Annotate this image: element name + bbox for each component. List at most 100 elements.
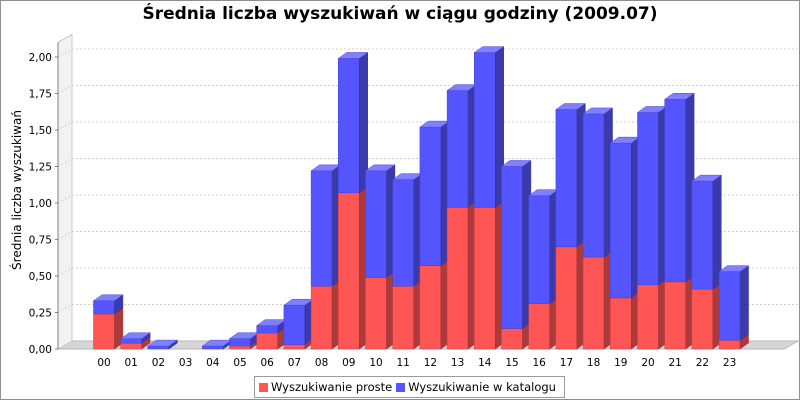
gridline-diag [57, 194, 73, 204]
bar-top [718, 265, 750, 272]
bar-21-katalog [663, 92, 695, 283]
bar-top [147, 339, 179, 347]
bar-top [119, 332, 151, 340]
bar-front [93, 313, 115, 350]
legend-swatch-proste [259, 382, 268, 392]
bar-17-proste [555, 240, 587, 350]
bar-05-katalog [228, 332, 260, 347]
bar-front [474, 52, 496, 208]
chart-title: Średnia liczba wyszukiwań w ciągu godzin… [142, 4, 658, 24]
y-tick-label: 1,00 [29, 198, 52, 210]
legend-label-proste: Wyszukiwanie proste [271, 380, 393, 394]
x-tick-label: 07 [288, 357, 301, 369]
x-tick-label: 15 [505, 357, 518, 369]
bar-front [365, 170, 387, 278]
bar-top [473, 46, 505, 53]
gridline-diag [57, 48, 73, 58]
left-wall [57, 33, 73, 350]
x-tick-label: 06 [261, 357, 275, 369]
bar-00-katalog [92, 294, 124, 315]
bar-09-katalog [337, 51, 369, 194]
x-tick-label: 04 [206, 357, 220, 369]
bar-12-katalog [419, 120, 451, 267]
x-tick-label: 20 [641, 357, 654, 369]
bar-front [202, 345, 224, 350]
bar-18-katalog [582, 107, 614, 258]
bar-17-katalog [555, 103, 587, 248]
bar-front [283, 344, 306, 350]
gridline-diag [57, 267, 73, 277]
bar-front [256, 332, 278, 350]
bar-08-katalog [310, 164, 342, 287]
bar-20-proste [636, 278, 668, 350]
y-tick-label: 2,00 [29, 52, 52, 64]
bar-13-katalog [446, 84, 478, 208]
bar-22-katalog [691, 174, 723, 290]
x-tick-label: 08 [315, 357, 328, 369]
bar-front [283, 304, 306, 345]
x-tick-label: 12 [424, 357, 437, 369]
bar-front [120, 338, 142, 344]
legend-label-katalog: Wyszukiwanie w katalogu [408, 380, 556, 394]
bar-front [256, 325, 278, 334]
bar-16-katalog [527, 189, 559, 305]
bar-09-proste [337, 186, 369, 350]
bar-front [637, 284, 659, 350]
legend-item-proste: Wyszukiwanie proste [259, 380, 392, 394]
bar-front [610, 297, 632, 350]
bar-front [338, 58, 360, 194]
bar-front [501, 166, 523, 329]
bar-front [474, 207, 496, 350]
bars [92, 46, 750, 350]
bar-07-katalog [283, 298, 315, 346]
bar-front [338, 192, 360, 350]
y-tick-label: 0,75 [29, 235, 52, 247]
bar-01-katalog [119, 332, 151, 344]
bar-11-katalog [391, 173, 423, 287]
bar-16-proste [527, 297, 559, 350]
bar-front [120, 342, 142, 350]
bar-top [663, 93, 695, 100]
y-axis-ticks: 0,00 0,25 0,50 0,75 1,00 1,25 1,50 1,75 2,00 [29, 42, 59, 356]
bar-front [691, 288, 714, 350]
bar-top [92, 294, 124, 302]
bar-02-katalog [147, 339, 179, 350]
bar-front [446, 207, 469, 350]
gridline-diag [57, 85, 73, 94]
x-tick-label: 14 [478, 357, 492, 369]
x-tick-label: 22 [696, 357, 709, 369]
bar-18-proste [582, 250, 614, 350]
bar-11-proste [391, 279, 423, 350]
bar-front [229, 338, 251, 347]
x-tick-label: 18 [587, 357, 600, 369]
bar-front [229, 345, 251, 350]
bar-front [582, 256, 605, 350]
bar-front [419, 126, 442, 267]
x-tick-label: 02 [152, 357, 165, 369]
bar-front [419, 265, 442, 350]
bar-14-katalog [473, 46, 505, 208]
y-axis-label: Średnia liczba wyszukiwań [9, 110, 24, 270]
x-tick-label: 16 [533, 357, 547, 369]
bar-front [691, 180, 714, 290]
bar-20-katalog [636, 105, 668, 286]
x-tick-label: 10 [369, 357, 382, 369]
x-tick-label: 13 [451, 357, 464, 369]
gridline-diag [57, 304, 73, 313]
x-tick-label: 17 [560, 357, 573, 369]
x-tick-label: 11 [397, 357, 410, 369]
x-tick-label: 05 [233, 357, 246, 369]
bar-front [93, 300, 115, 315]
x-axis-ticks: 00 01 02 03 04 05 06 07 08 09 10 11 12 13 14 15 16 17 18 19… [97, 357, 736, 369]
x-tick-label: 23 [723, 357, 736, 369]
bar-front [610, 142, 632, 299]
bar-top [555, 103, 587, 110]
bar-top [337, 52, 369, 59]
bar-front [528, 303, 550, 350]
y-tick-label: 0,25 [29, 308, 52, 320]
bar-top [500, 160, 532, 167]
x-tick-label: 03 [179, 357, 192, 369]
y-tick-label: 0,50 [29, 271, 52, 283]
bar-front [147, 345, 170, 350]
gridline-diag [57, 231, 73, 240]
